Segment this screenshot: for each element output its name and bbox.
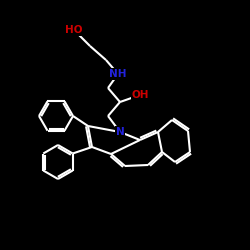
Text: N: N — [116, 127, 124, 137]
Text: NH: NH — [109, 69, 127, 79]
Text: OH: OH — [131, 90, 149, 100]
Text: HO: HO — [65, 25, 83, 35]
